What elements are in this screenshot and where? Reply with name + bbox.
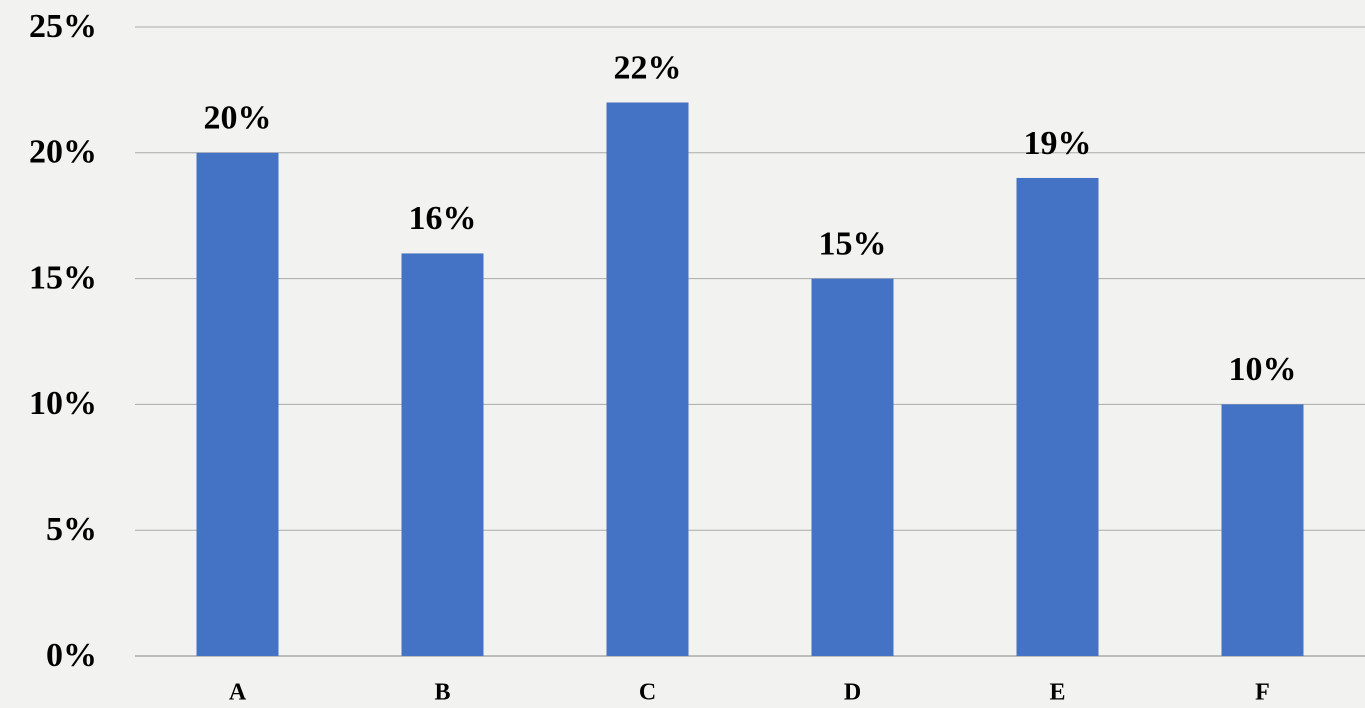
x-tick-label: B (434, 680, 450, 706)
y-tick-label: 15% (29, 259, 97, 296)
bar (1221, 404, 1304, 656)
value-label: 20% (204, 100, 272, 137)
x-tick-label: A (229, 680, 247, 706)
bar (196, 152, 279, 657)
x-tick-label: D (844, 680, 861, 706)
value-label: 16% (409, 200, 477, 237)
bar (811, 278, 894, 656)
y-tick-label: 0% (46, 637, 97, 674)
x-tick-label: E (1049, 680, 1065, 706)
value-label: 22% (614, 49, 682, 86)
value-label: 15% (819, 225, 887, 262)
value-label: 10% (1229, 351, 1297, 388)
x-tick-label: C (639, 680, 656, 706)
y-tick-label: 10% (29, 385, 97, 422)
bar (1016, 177, 1099, 656)
value-label: 19% (1024, 125, 1092, 162)
bar (606, 102, 689, 657)
y-tick-label: 25% (29, 8, 97, 45)
bar (401, 253, 484, 656)
y-tick-label: 5% (46, 511, 97, 548)
x-tick-label: F (1255, 680, 1270, 706)
y-tick-label: 20% (29, 134, 97, 171)
